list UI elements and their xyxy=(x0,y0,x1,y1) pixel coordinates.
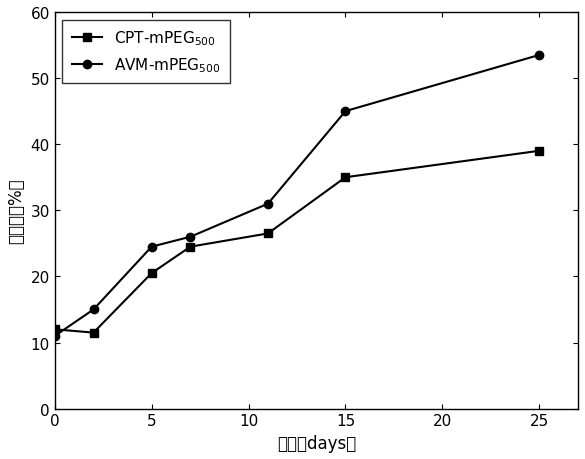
CPT-mPEG$_{500}$ xyxy=(148,271,155,276)
CPT-mPEG$_{500}$ xyxy=(342,175,349,180)
AVM-mPEG$_{500}$ xyxy=(342,109,349,115)
X-axis label: 时间（days）: 时间（days） xyxy=(277,434,356,452)
CPT-mPEG$_{500}$ xyxy=(536,149,543,154)
CPT-mPEG$_{500}$ xyxy=(264,231,271,237)
CPT-mPEG$_{500}$ xyxy=(51,327,58,332)
Y-axis label: 载药率（%）: 载药率（%） xyxy=(7,178,25,244)
AVM-mPEG$_{500}$ xyxy=(51,333,58,339)
AVM-mPEG$_{500}$ xyxy=(264,202,271,207)
CPT-mPEG$_{500}$ xyxy=(90,330,97,336)
Line: CPT-mPEG$_{500}$: CPT-mPEG$_{500}$ xyxy=(50,147,543,337)
CPT-mPEG$_{500}$ xyxy=(187,244,194,250)
AVM-mPEG$_{500}$ xyxy=(187,235,194,240)
Legend: CPT-mPEG$_{500}$, AVM-mPEG$_{500}$: CPT-mPEG$_{500}$, AVM-mPEG$_{500}$ xyxy=(63,21,230,84)
AVM-mPEG$_{500}$ xyxy=(148,244,155,250)
AVM-mPEG$_{500}$ xyxy=(90,307,97,313)
AVM-mPEG$_{500}$ xyxy=(536,53,543,59)
Line: AVM-mPEG$_{500}$: AVM-mPEG$_{500}$ xyxy=(50,52,543,340)
